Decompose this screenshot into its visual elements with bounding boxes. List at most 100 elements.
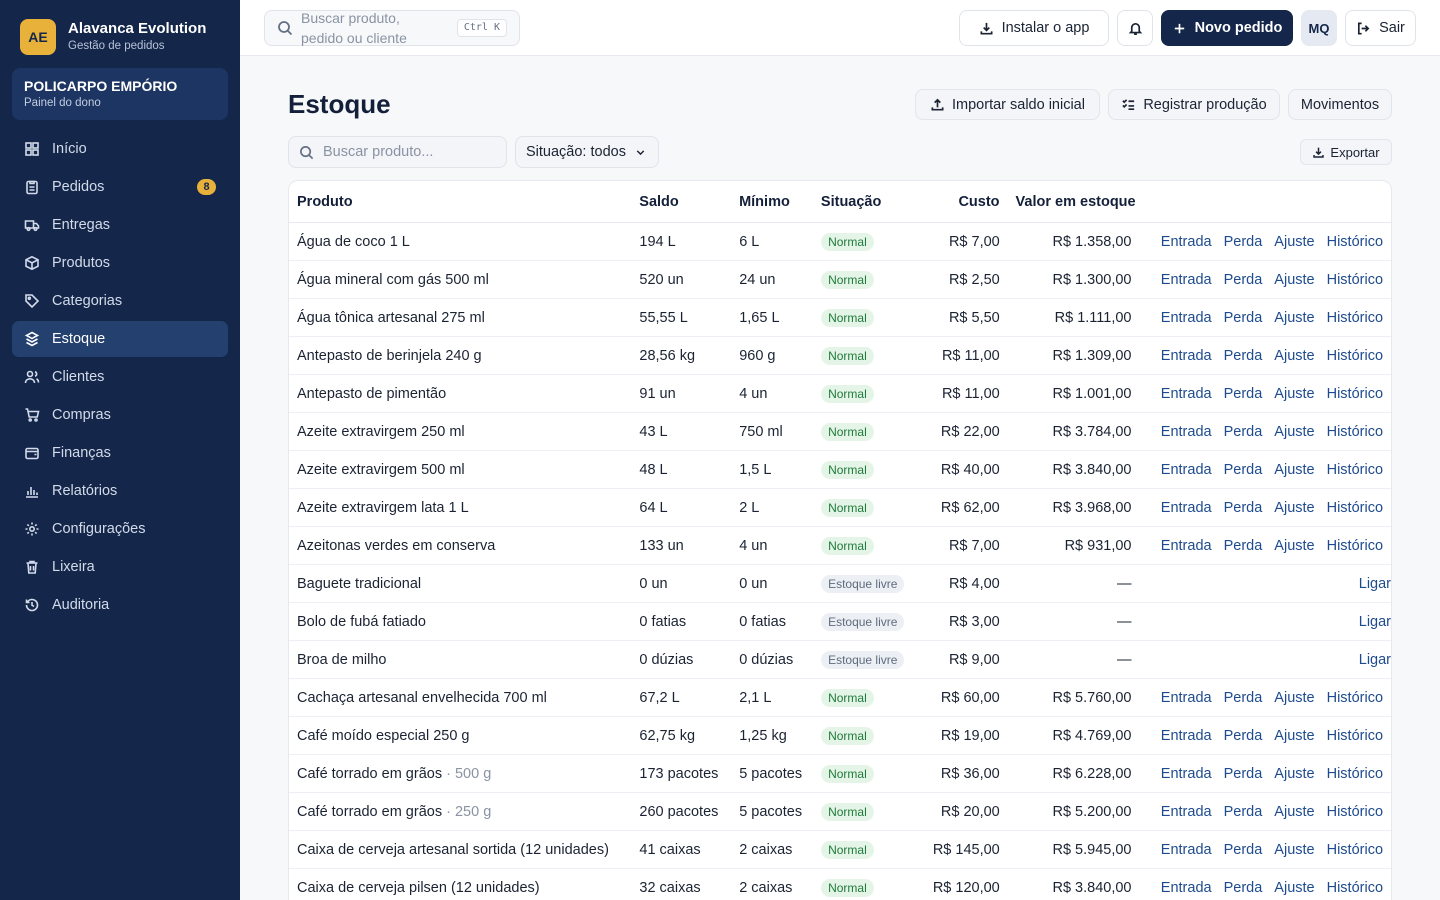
loss-link[interactable]: Perda	[1223, 461, 1263, 478]
loss-link[interactable]: Perda	[1223, 841, 1263, 858]
loss-link[interactable]: Perda	[1223, 765, 1263, 782]
entry-link[interactable]: Entrada	[1160, 841, 1212, 858]
col-balance[interactable]: Saldo	[639, 193, 679, 210]
loss-link[interactable]: Perda	[1223, 271, 1263, 288]
sidebar-item-inicio[interactable]: Início	[12, 131, 228, 167]
entry-link[interactable]: Entrada	[1160, 537, 1212, 554]
avatar[interactable]: MQ	[1301, 10, 1337, 46]
history-link[interactable]: Histórico	[1326, 347, 1384, 364]
cost-cell: R$ 11,00	[941, 347, 1000, 364]
adjust-link[interactable]: Ajuste	[1274, 727, 1315, 744]
adjust-link[interactable]: Ajuste	[1274, 803, 1315, 820]
adjust-link[interactable]: Ajuste	[1274, 499, 1315, 516]
movements-button[interactable]: Movimentos	[1288, 89, 1392, 120]
entry-link[interactable]: Entrada	[1160, 347, 1212, 364]
history-link[interactable]: Histórico	[1326, 499, 1384, 516]
notifications-button[interactable]	[1117, 10, 1153, 46]
adjust-link[interactable]: Ajuste	[1274, 537, 1315, 554]
entry-link[interactable]: Entrada	[1160, 803, 1212, 820]
history-link[interactable]: Histórico	[1326, 271, 1384, 288]
entry-link[interactable]: Entrada	[1160, 461, 1212, 478]
sidebar-item-lixeira[interactable]: Lixeira	[12, 549, 228, 585]
product-cell: Antepasto de pimentão	[289, 386, 631, 402]
org-switcher[interactable]: POLICARPO EMPÓRIO Painel do dono	[12, 68, 228, 120]
loss-link[interactable]: Perda	[1223, 803, 1263, 820]
adjust-link[interactable]: Ajuste	[1274, 385, 1315, 402]
sidebar-item-categorias[interactable]: Categorias	[12, 283, 228, 319]
entry-link[interactable]: Entrada	[1160, 423, 1212, 440]
entry-link[interactable]: Entrada	[1160, 499, 1212, 516]
loss-link[interactable]: Perda	[1223, 347, 1263, 364]
adjust-link[interactable]: Ajuste	[1274, 309, 1315, 326]
loss-link[interactable]: Perda	[1223, 309, 1263, 326]
sidebar-item-clientes[interactable]: Clientes	[12, 359, 228, 395]
sidebar-item-financas[interactable]: Finanças	[12, 435, 228, 471]
sidebar-item-configuracoes[interactable]: Configurações	[12, 511, 228, 547]
entry-link[interactable]: Entrada	[1160, 727, 1212, 744]
adjust-link[interactable]: Ajuste	[1274, 271, 1315, 288]
col-status[interactable]: Situação	[820, 193, 882, 210]
col-product[interactable]: Produto	[297, 193, 353, 210]
global-search-input[interactable]: Buscar produto, pedido ou cliente Ctrl K	[264, 10, 520, 46]
history-link[interactable]: Histórico	[1326, 841, 1384, 858]
adjust-link[interactable]: Ajuste	[1274, 879, 1315, 896]
new-order-button[interactable]: Novo pedido	[1161, 10, 1293, 46]
install-app-button[interactable]: Instalar o app	[959, 10, 1109, 46]
sidebar-item-produtos[interactable]: Produtos	[12, 245, 228, 281]
product-search-input[interactable]: Buscar produto...	[288, 136, 507, 168]
loss-link[interactable]: Perda	[1223, 879, 1263, 896]
entry-link[interactable]: Entrada	[1160, 309, 1212, 326]
adjust-link[interactable]: Ajuste	[1274, 689, 1315, 706]
adjust-link[interactable]: Ajuste	[1274, 233, 1315, 250]
loss-link[interactable]: Perda	[1223, 233, 1263, 250]
history-link[interactable]: Histórico	[1326, 537, 1384, 554]
history-link[interactable]: Histórico	[1326, 385, 1384, 402]
loss-link[interactable]: Perda	[1223, 423, 1263, 440]
export-button[interactable]: Exportar	[1300, 139, 1392, 165]
adjust-link[interactable]: Ajuste	[1274, 347, 1315, 364]
sidebar-item-estoque[interactable]: Estoque	[12, 321, 228, 357]
entry-link[interactable]: Entrada	[1160, 385, 1212, 402]
adjust-link[interactable]: Ajuste	[1274, 423, 1315, 440]
entry-link[interactable]: Entrada	[1160, 879, 1212, 896]
link-product-link[interactable]: Ligar	[1358, 651, 1392, 668]
loss-link[interactable]: Perda	[1223, 727, 1263, 744]
link-product-link[interactable]: Ligar	[1358, 575, 1392, 592]
history-link[interactable]: Histórico	[1326, 727, 1384, 744]
col-cost[interactable]: Custo	[958, 193, 1000, 210]
loss-link[interactable]: Perda	[1223, 537, 1263, 554]
register-production-button[interactable]: Registrar produção	[1108, 89, 1280, 120]
minimum-cell: 0 fatias	[739, 613, 786, 630]
history-link[interactable]: Histórico	[1326, 689, 1384, 706]
sidebar-item-pedidos[interactable]: Pedidos 8	[12, 169, 228, 205]
loss-link[interactable]: Perda	[1223, 499, 1263, 516]
history-link[interactable]: Histórico	[1326, 423, 1384, 440]
sidebar-item-compras[interactable]: Compras	[12, 397, 228, 433]
entry-link[interactable]: Entrada	[1160, 233, 1212, 250]
sidebar-item-auditoria[interactable]: Auditoria	[12, 587, 228, 623]
logout-button[interactable]: Sair	[1345, 10, 1416, 46]
sidebar-item-entregas[interactable]: Entregas	[12, 207, 228, 243]
col-minimum[interactable]: Mínimo	[739, 193, 790, 210]
adjust-link[interactable]: Ajuste	[1274, 841, 1315, 858]
col-stock-value[interactable]: Valor em estoque	[1015, 193, 1136, 210]
history-link[interactable]: Histórico	[1326, 233, 1384, 250]
entry-link[interactable]: Entrada	[1160, 689, 1212, 706]
history-link[interactable]: Histórico	[1326, 879, 1384, 896]
history-link[interactable]: Histórico	[1326, 309, 1384, 326]
adjust-link[interactable]: Ajuste	[1274, 461, 1315, 478]
adjust-link[interactable]: Ajuste	[1274, 765, 1315, 782]
entry-link[interactable]: Entrada	[1160, 765, 1212, 782]
loss-link[interactable]: Perda	[1223, 385, 1263, 402]
entry-link[interactable]: Entrada	[1160, 271, 1212, 288]
status-filter-select[interactable]: Situação: todos	[515, 136, 659, 168]
history-link[interactable]: Histórico	[1326, 765, 1384, 782]
sidebar-item-relatorios[interactable]: Relatórios	[12, 473, 228, 509]
history-link[interactable]: Histórico	[1326, 461, 1384, 478]
product-name: Azeitonas verdes em conserva	[297, 537, 496, 554]
link-product-link[interactable]: Ligar	[1358, 613, 1392, 630]
loss-link[interactable]: Perda	[1223, 689, 1263, 706]
brand[interactable]: AE Alavanca Evolution Gestão de pedidos	[20, 19, 206, 55]
history-link[interactable]: Histórico	[1326, 803, 1384, 820]
import-balance-button[interactable]: Importar saldo inicial	[915, 89, 1100, 120]
